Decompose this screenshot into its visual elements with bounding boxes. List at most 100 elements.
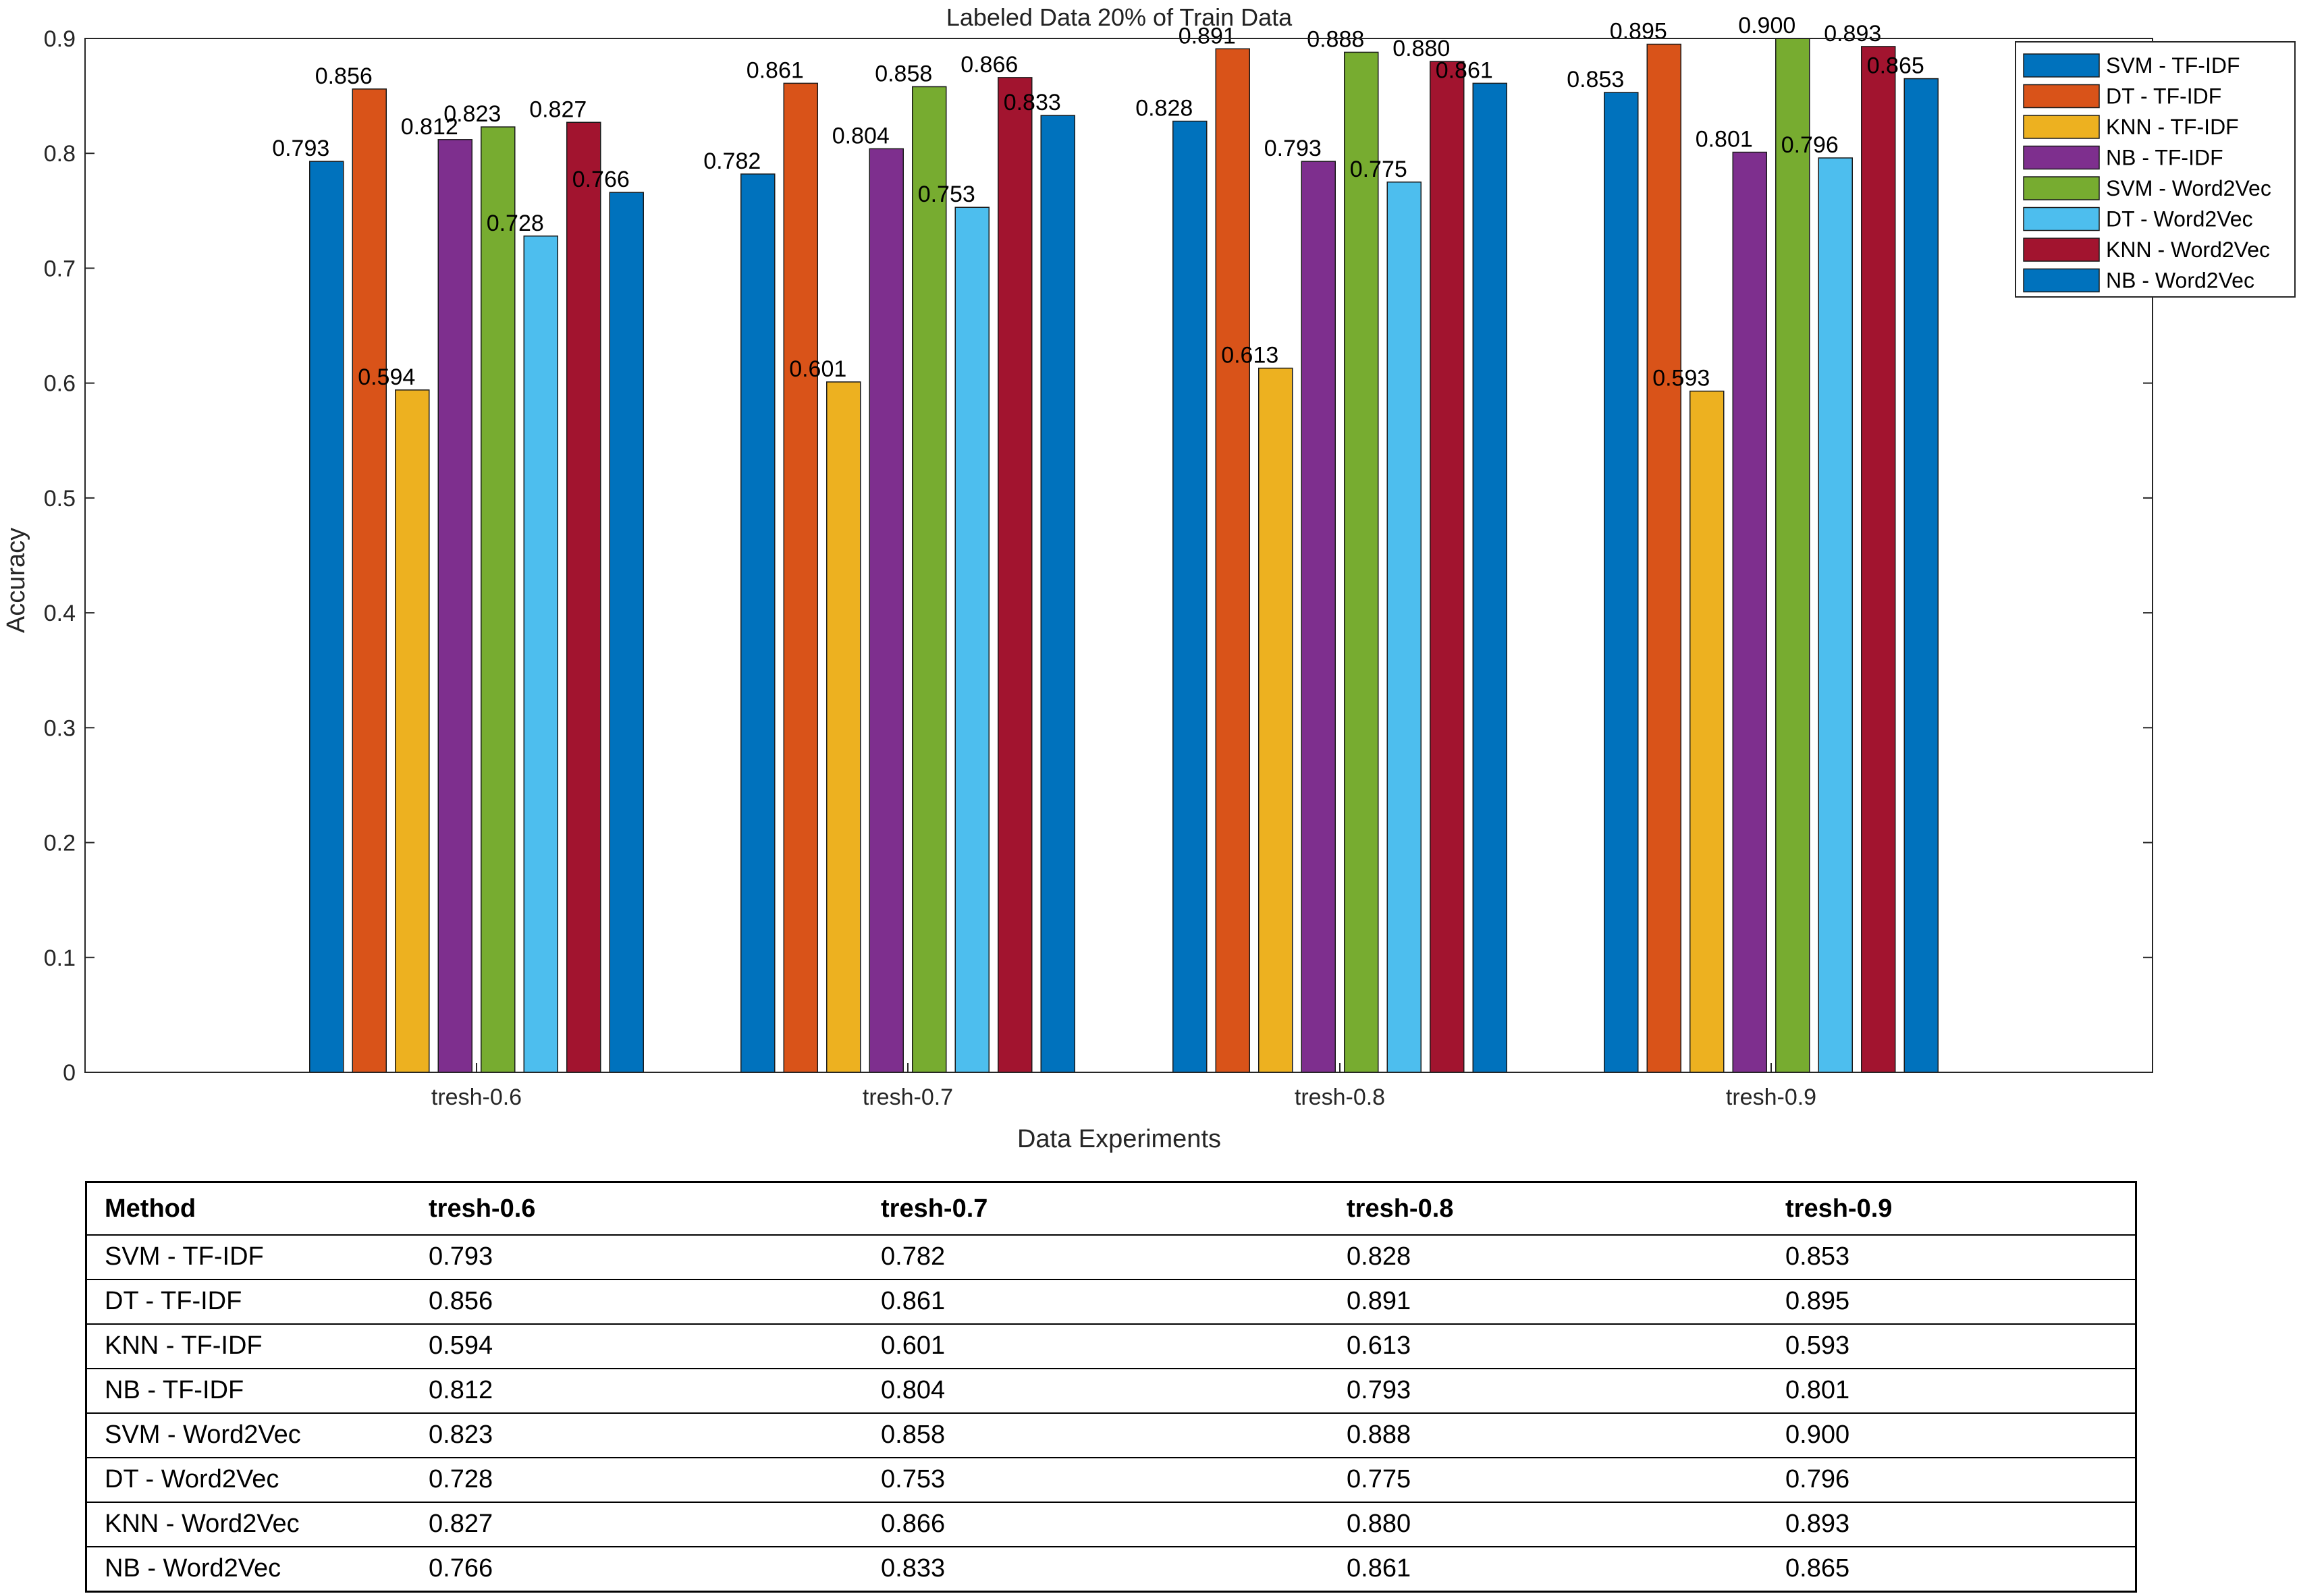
table-header-cell: tresh-0.8 xyxy=(1326,1182,1765,1236)
table-row: SVM - TF-IDF 0.793 0.782 0.828 0.853 xyxy=(86,1235,2136,1280)
y-tick-label: 0.3 xyxy=(44,715,76,741)
bar xyxy=(437,139,472,1073)
table-cell: 0.895 xyxy=(1765,1279,2136,1325)
y-tick-label: 0.9 xyxy=(44,26,76,52)
y-tick-label: 0.5 xyxy=(44,486,76,512)
bar xyxy=(1861,46,1896,1073)
legend-swatch xyxy=(2023,176,2100,200)
table-cell: 0.893 xyxy=(1765,1502,2136,1547)
bar xyxy=(1344,51,1379,1073)
legend-entry: NB - Word2Vec xyxy=(2106,269,2254,293)
legend-entry: DT - Word2Vec xyxy=(2106,207,2253,231)
bar-value-label: 0.865 xyxy=(1867,53,1924,79)
bar xyxy=(826,381,861,1073)
table-cell: 0.594 xyxy=(408,1323,861,1369)
bar-value-label: 0.793 xyxy=(1264,136,1322,161)
x-axis: tresh-0.6 tresh-0.7 tresh-0.8 tresh-0.9 xyxy=(431,1063,1816,1110)
x-tick-label: tresh-0.8 xyxy=(1295,1084,1385,1110)
bar-value-label: 0.782 xyxy=(703,148,761,174)
table-cell: 0.753 xyxy=(861,1457,1326,1503)
bar-value-label: 0.861 xyxy=(747,57,804,83)
x-tick-label: tresh-0.7 xyxy=(863,1084,953,1110)
table-cell: 0.613 xyxy=(1326,1323,1765,1369)
legend-entry: NB - TF-IDF xyxy=(2106,146,2223,170)
bar-value-label: 0.823 xyxy=(443,101,501,127)
table-cell: 0.601 xyxy=(861,1323,1326,1369)
y-axis: 0 0.1 0.2 0.3 0.4 0.5 0.6 0.7 0.8 0.9 xyxy=(44,26,2153,1086)
table-cell: 0.891 xyxy=(1326,1279,1765,1325)
bar xyxy=(1903,78,1939,1073)
bar xyxy=(1258,367,1293,1073)
bar xyxy=(1689,390,1725,1073)
bar xyxy=(1472,82,1507,1073)
table-cell: 0.766 xyxy=(408,1546,861,1593)
y-tick-label: 0.7 xyxy=(44,256,76,281)
bar xyxy=(1775,38,1810,1073)
bar-value-label: 0.891 xyxy=(1179,23,1236,49)
bars xyxy=(309,38,1939,1073)
table-cell: NB - TF-IDF xyxy=(86,1368,408,1414)
bar-value-label: 0.796 xyxy=(1781,132,1839,158)
bar xyxy=(1430,61,1465,1073)
x-tick-label: tresh-0.9 xyxy=(1726,1084,1816,1110)
bar-value-label: 0.753 xyxy=(918,182,975,207)
table-header-row: Method tresh-0.6 tresh-0.7 tresh-0.8 tre… xyxy=(86,1182,2136,1236)
y-tick-label: 0.2 xyxy=(44,831,76,856)
legend-swatch xyxy=(2023,84,2100,109)
table-cell: 0.775 xyxy=(1326,1457,1765,1503)
table-cell: 0.900 xyxy=(1765,1412,2136,1458)
legend-entry: KNN - TF-IDF xyxy=(2106,115,2239,139)
table-cell: 0.827 xyxy=(408,1502,861,1547)
bar-value-label: 0.601 xyxy=(789,356,846,382)
bar xyxy=(1646,43,1681,1073)
bar xyxy=(783,82,818,1073)
table-cell: SVM - TF-IDF xyxy=(86,1235,408,1280)
bar-value-label: 0.804 xyxy=(832,123,890,148)
bar-value-label: 0.858 xyxy=(875,61,932,86)
table-cell: KNN - Word2Vec xyxy=(86,1502,408,1547)
legend-swatch xyxy=(2023,207,2100,231)
table-row: KNN - TF-IDF 0.594 0.601 0.613 0.593 xyxy=(86,1323,2136,1369)
bar-value-label: 0.895 xyxy=(1610,19,1667,45)
table-cell: 0.888 xyxy=(1326,1412,1765,1458)
table-cell: DT - Word2Vec xyxy=(86,1457,408,1503)
table-cell: 0.812 xyxy=(408,1368,861,1414)
bar xyxy=(566,121,601,1073)
y-tick-label: 0.6 xyxy=(44,371,76,397)
y-tick-label: 0.1 xyxy=(44,945,76,971)
bar-value-label: 0.893 xyxy=(1824,21,1881,47)
legend-swatch xyxy=(2023,238,2100,262)
table-cell: 0.880 xyxy=(1326,1502,1765,1547)
table-cell: KNN - TF-IDF xyxy=(86,1323,408,1369)
bar-value-label: 0.856 xyxy=(315,63,373,89)
table-cell: 0.793 xyxy=(1326,1368,1765,1414)
legend-entry: SVM - TF-IDF xyxy=(2106,53,2240,78)
bar-value-label: 0.812 xyxy=(401,114,458,140)
bar-value-label: 0.880 xyxy=(1392,36,1450,61)
legend-swatch xyxy=(2023,268,2100,293)
table-row: SVM - Word2Vec 0.823 0.858 0.888 0.900 xyxy=(86,1412,2136,1458)
table-cell: 0.796 xyxy=(1765,1457,2136,1503)
bar xyxy=(869,148,904,1073)
y-tick-label: 0.4 xyxy=(44,601,76,626)
plot-area-border xyxy=(84,38,2153,1073)
bar xyxy=(1040,115,1075,1073)
bar xyxy=(912,86,947,1073)
y-tick-label: 0 xyxy=(63,1060,76,1086)
table-header-cell: tresh-0.7 xyxy=(861,1182,1326,1236)
table-row: DT - TF-IDF 0.856 0.861 0.891 0.895 xyxy=(86,1279,2136,1325)
x-tick-label: tresh-0.6 xyxy=(431,1084,522,1110)
table-cell: 0.593 xyxy=(1765,1323,2136,1369)
table-cell: SVM - Word2Vec xyxy=(86,1412,408,1458)
bar-chart: Labeled Data 20% of Train Data 0 0.1 0.2 0.… xyxy=(2,3,2296,1153)
bar-value-label: 0.828 xyxy=(1135,96,1193,121)
x-axis-label: Data Experiments xyxy=(1017,1125,1221,1153)
bar xyxy=(954,207,990,1073)
bar xyxy=(352,88,387,1073)
bar xyxy=(523,236,558,1073)
table-header-cell: tresh-0.9 xyxy=(1765,1182,2136,1236)
table-cell: NB - Word2Vec xyxy=(86,1546,408,1593)
bar xyxy=(1732,151,1767,1073)
table-cell: 0.782 xyxy=(861,1235,1326,1280)
bar-value-label: 0.861 xyxy=(1436,57,1493,83)
